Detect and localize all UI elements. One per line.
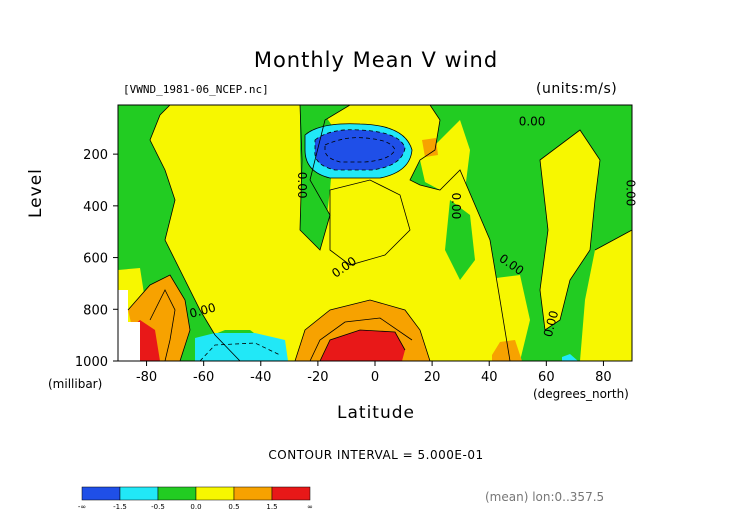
region-negative-moderate — [562, 354, 578, 361]
contour-label: 0.00 — [519, 115, 546, 129]
x-axis-title: Latitude — [337, 403, 415, 423]
contour-label: 0.00 — [541, 309, 561, 338]
colorbar-swatch — [81, 486, 121, 501]
x-tick-label: 20 — [424, 370, 441, 385]
y-axis-units: (millibar) — [48, 377, 103, 391]
colorbar-label: 0.0 — [190, 503, 201, 511]
colorbar-swatch — [195, 486, 235, 501]
contour-label: 0.00 — [295, 172, 309, 199]
x-tick-label: 60 — [538, 370, 555, 385]
colorbar-swatch — [271, 486, 311, 501]
units-label: (units:m/s) — [536, 81, 618, 97]
y-axis: 200 400 600 800 1000 — [75, 148, 118, 370]
y-tick-label: 400 — [83, 200, 108, 215]
region-negative-moderate — [195, 333, 288, 361]
region-positive-strong — [320, 330, 405, 361]
y-tick-label: 600 — [83, 252, 108, 267]
region-positive-moderate — [422, 138, 438, 157]
x-tick-label: -80 — [136, 370, 157, 385]
colorbar-label: 1.5 — [266, 503, 277, 511]
colorbar-label: 0.5 — [228, 503, 239, 511]
region-negative-weak — [445, 200, 475, 280]
y-tick-label: 800 — [83, 303, 108, 318]
x-tick-label: 0 — [371, 370, 379, 385]
region-positive-weak — [470, 275, 530, 361]
region-positive-moderate — [492, 340, 522, 361]
colorbar-swatch — [119, 486, 159, 501]
region-positive-weak — [540, 130, 600, 330]
x-tick-label: -40 — [250, 370, 271, 385]
contour-label: 0.00 — [623, 180, 637, 207]
contour-label: 0.00 — [449, 192, 463, 219]
x-tick-label: -60 — [193, 370, 214, 385]
colorbar-swatch — [233, 486, 273, 501]
region-positive-weak — [330, 180, 410, 265]
colorbar-label: ∞ — [307, 503, 313, 511]
negative-contour-lines — [199, 129, 406, 361]
colorbar-swatch — [157, 486, 197, 501]
x-axis-units: (degrees_north) — [533, 387, 629, 401]
mean-note: (mean) lon:0..357.5 — [485, 490, 605, 504]
dataset-filename: [VWND_1981-06_NCEP.nc] — [123, 83, 269, 96]
y-tick-label: 1000 — [75, 355, 108, 370]
colorbar-label: -∞ — [78, 503, 86, 511]
region-positive-weak — [580, 230, 632, 361]
x-axis: -80 -60 -40 -20 0 20 40 60 80 — [136, 361, 612, 385]
missing-data — [118, 290, 140, 361]
x-tick-label: -20 — [307, 370, 328, 385]
contour-label: 0.00 — [188, 300, 217, 320]
contour-interval-note: CONTOUR INTERVAL = 5.000E-01 — [268, 448, 484, 462]
colorbar-label: -1.5 — [113, 503, 127, 511]
chart-title: Monthly Mean V wind — [253, 48, 499, 72]
region-negative-strong — [314, 129, 405, 170]
contour-lines — [127, 105, 632, 361]
x-tick-label: 40 — [481, 370, 498, 385]
x-tick-label: 80 — [595, 370, 612, 385]
y-tick-label: 200 — [83, 148, 108, 163]
colorbar: -∞ -1.5 -0.5 0.0 0.5 1.5 ∞ — [78, 486, 313, 511]
colorbar-label: -0.5 — [151, 503, 165, 511]
